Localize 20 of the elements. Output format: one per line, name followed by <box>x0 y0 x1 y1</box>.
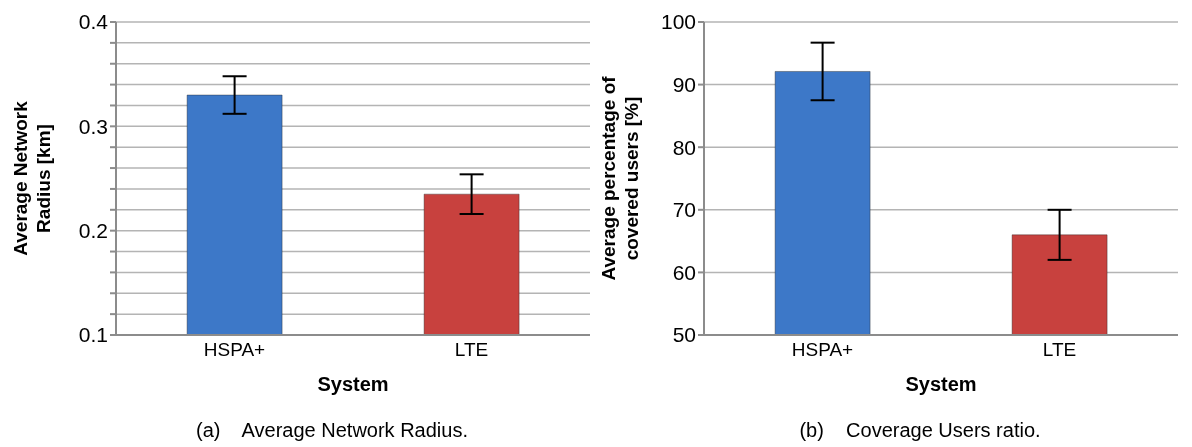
y-tick-label: 90 <box>672 73 696 97</box>
y-tick-label: 100 <box>660 10 696 34</box>
y-tick-label: 80 <box>672 135 696 159</box>
y-tick-label: 0.1 <box>78 323 108 347</box>
x-axis-title: System <box>905 373 977 395</box>
text: (a) Average Network Radius. <box>195 419 469 442</box>
x-axis-title: System <box>317 373 389 395</box>
x-tick-label: HSPA+ <box>791 339 854 361</box>
x-tick-label: HSPA+ <box>203 339 266 361</box>
x-tick-label: LTE <box>1042 339 1077 361</box>
y-tick-label: 50 <box>672 323 696 347</box>
y-axis-title: Average Network Radius [km] <box>10 100 54 256</box>
y-tick-label: 60 <box>672 260 696 284</box>
y-tick-label: 0.2 <box>78 219 108 243</box>
y-tick-label: 70 <box>672 198 696 222</box>
y-tick-label: 0.3 <box>78 114 108 138</box>
y-axis-title: Average percentage of covered users [%] <box>598 75 642 281</box>
y-tick-label: 0.4 <box>78 10 109 34</box>
text: (b) Coverage Users ratio. <box>798 419 1042 442</box>
x-tick-label: LTE <box>454 339 489 361</box>
